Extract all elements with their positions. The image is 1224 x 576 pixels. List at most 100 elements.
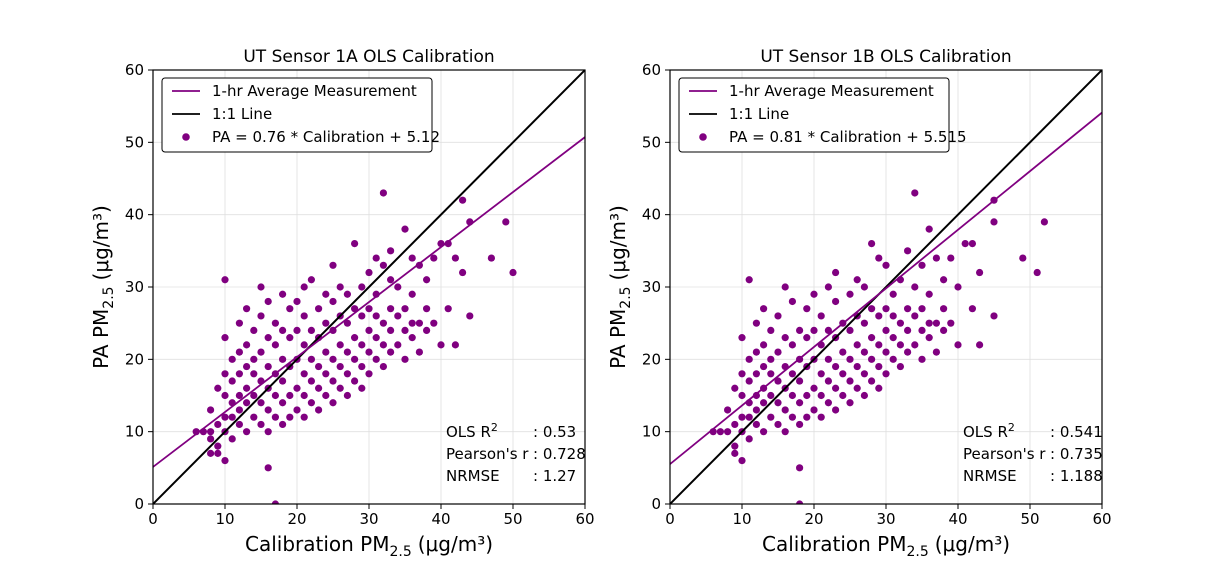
data-point xyxy=(264,428,272,436)
data-point xyxy=(322,290,330,298)
data-point xyxy=(315,384,323,392)
data-point xyxy=(896,319,905,327)
data-point xyxy=(408,319,416,327)
data-point xyxy=(875,254,883,262)
data-point xyxy=(918,326,926,334)
data-point xyxy=(882,326,890,334)
y-axis-label: PA PM2.5 (μg/m³) xyxy=(606,205,634,369)
data-point xyxy=(803,305,811,313)
data-point xyxy=(767,370,775,378)
data-point xyxy=(315,406,323,414)
data-point xyxy=(817,413,825,421)
data-point xyxy=(760,428,768,436)
data-point xyxy=(329,261,337,269)
data-point xyxy=(343,348,351,356)
data-point xyxy=(401,326,409,334)
data-point xyxy=(868,355,876,363)
data-point xyxy=(228,413,236,421)
data-point xyxy=(846,355,854,363)
data-point xyxy=(796,326,804,334)
data-point xyxy=(817,391,825,400)
data-point xyxy=(868,240,876,248)
data-point xyxy=(738,334,746,342)
data-point xyxy=(824,326,833,334)
data-point xyxy=(961,240,969,248)
data-point xyxy=(307,276,315,284)
x-tick-label: 0 xyxy=(148,510,158,528)
data-point xyxy=(875,341,883,349)
y-tick-label: 30 xyxy=(125,278,144,296)
data-point xyxy=(752,348,761,356)
data-point xyxy=(860,391,869,400)
data-point xyxy=(307,326,315,334)
data-point xyxy=(832,297,840,306)
data-point xyxy=(954,341,962,349)
data-point xyxy=(279,355,287,363)
data-point xyxy=(430,319,438,327)
stat-label: OLS R2 xyxy=(446,421,498,441)
data-point xyxy=(322,319,330,327)
data-point xyxy=(408,334,416,342)
data-point xyxy=(889,312,897,320)
legend-label: 1-hr Average Measurement xyxy=(212,82,417,100)
x-tick-label: 50 xyxy=(503,510,522,528)
data-point xyxy=(451,341,459,349)
data-point xyxy=(882,305,890,313)
x-tick-label: 30 xyxy=(359,510,378,528)
data-point xyxy=(430,254,438,262)
y-tick-label: 50 xyxy=(642,133,661,151)
data-point xyxy=(788,370,797,378)
data-point xyxy=(336,384,344,392)
x-tick-label: 60 xyxy=(575,510,594,528)
legend-label: 1:1 Line xyxy=(212,105,272,123)
data-point xyxy=(853,362,861,371)
data-point xyxy=(947,254,955,262)
data-point xyxy=(279,399,287,407)
data-point xyxy=(904,305,912,313)
data-point xyxy=(235,391,243,400)
data-point xyxy=(415,319,423,327)
data-point xyxy=(343,370,351,378)
stat-value: : 1.27 xyxy=(533,467,576,485)
stat-value: : 0.728 xyxy=(533,445,586,463)
data-point xyxy=(358,283,366,291)
x-tick-label: 40 xyxy=(431,510,450,528)
data-point xyxy=(752,370,761,378)
data-point xyxy=(853,341,861,349)
data-point xyxy=(918,305,926,313)
data-point xyxy=(343,391,351,400)
data-point xyxy=(387,276,395,284)
data-point xyxy=(379,362,387,371)
y-tick-label: 0 xyxy=(651,495,661,513)
legend-box xyxy=(678,77,950,153)
data-point xyxy=(810,290,818,298)
data-point xyxy=(911,341,919,349)
data-point xyxy=(860,348,869,356)
data-point xyxy=(293,406,301,414)
data-point xyxy=(300,341,308,349)
data-point xyxy=(796,377,804,385)
data-point xyxy=(379,341,387,349)
data-point xyxy=(889,355,897,363)
data-point xyxy=(279,290,287,298)
stat-label-sup: 2 xyxy=(1008,421,1015,434)
data-point xyxy=(235,348,243,356)
data-point xyxy=(932,348,941,356)
data-point xyxy=(781,428,789,436)
data-point xyxy=(796,464,804,472)
data-point xyxy=(932,254,941,262)
data-point xyxy=(1019,254,1027,262)
data-point xyxy=(911,283,919,291)
y-axis-label-main: PA PM xyxy=(606,309,630,369)
data-point xyxy=(293,297,301,306)
data-point xyxy=(774,399,782,407)
legend-swatch-points xyxy=(182,133,190,141)
data-point xyxy=(243,399,251,407)
data-point xyxy=(803,413,811,421)
data-point xyxy=(976,268,984,277)
data-point xyxy=(940,326,948,334)
data-point xyxy=(437,341,445,349)
data-point xyxy=(387,305,395,313)
data-point xyxy=(279,377,287,385)
